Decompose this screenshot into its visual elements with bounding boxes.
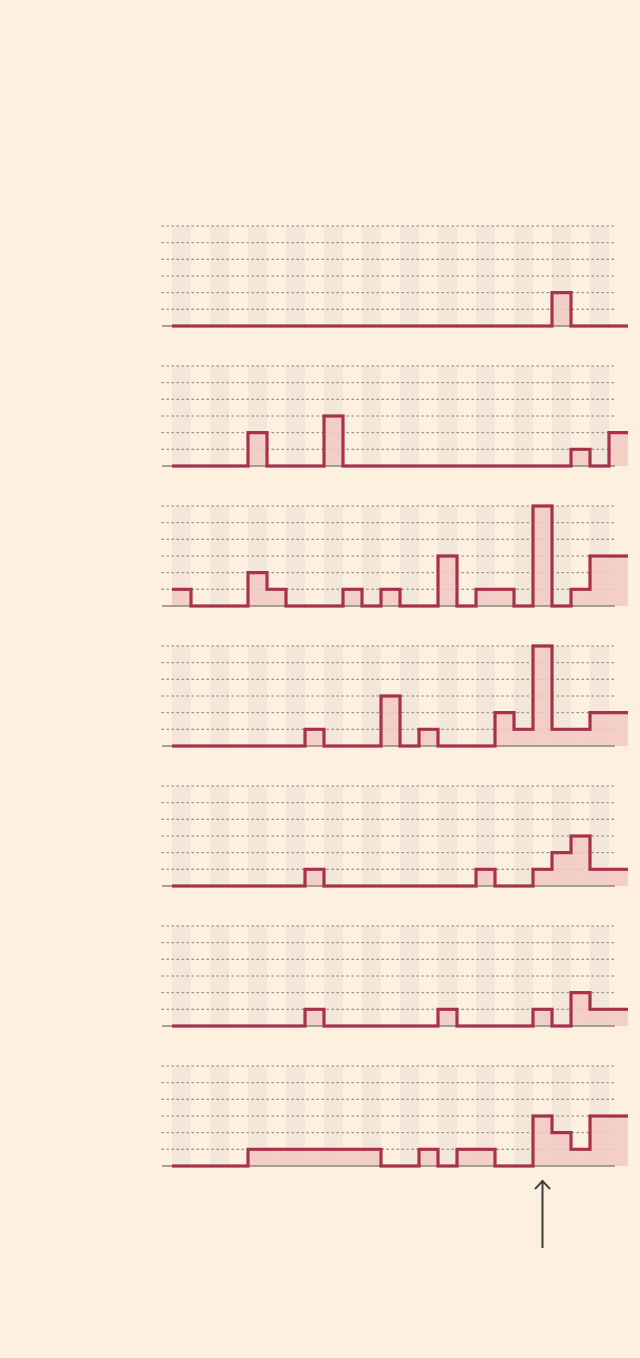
column-stripe	[476, 225, 495, 326]
column-stripe	[286, 365, 305, 466]
series-line	[172, 1114, 628, 1168]
series-line	[172, 291, 628, 328]
column-stripe	[210, 785, 229, 886]
column-stripe	[590, 785, 609, 886]
column-stripe	[476, 1065, 495, 1166]
arrow-up-icon	[534, 1179, 551, 1248]
series-line	[172, 414, 628, 468]
column-stripe	[400, 1065, 419, 1166]
column-stripe	[210, 645, 229, 746]
series-area	[172, 1115, 628, 1166]
series-line	[172, 834, 628, 888]
column-stripe	[400, 365, 419, 466]
series-line	[172, 644, 628, 748]
column-stripe	[286, 1065, 305, 1166]
column-stripe	[400, 925, 419, 1026]
chart-panel	[161, 1065, 628, 1168]
column-stripe	[400, 225, 419, 326]
column-stripe	[476, 785, 495, 886]
column-stripe	[210, 225, 229, 326]
column-stripe	[286, 785, 305, 886]
column-stripe	[210, 365, 229, 466]
column-stripe	[400, 785, 419, 886]
column-stripe	[286, 925, 305, 1026]
column-stripe	[476, 365, 495, 466]
series-area	[172, 505, 628, 606]
column-stripe	[400, 505, 419, 606]
column-stripe	[210, 925, 229, 1026]
series-area	[172, 835, 628, 886]
column-stripe	[590, 365, 609, 466]
series-line	[172, 991, 628, 1028]
chart-panel	[161, 785, 628, 888]
chart-panel	[161, 504, 628, 608]
column-stripe	[400, 645, 419, 746]
column-stripe	[210, 505, 229, 606]
series-area	[172, 415, 628, 466]
column-stripe	[590, 225, 609, 326]
column-stripe	[286, 645, 305, 746]
column-stripe	[286, 505, 305, 606]
series-line	[172, 504, 628, 608]
column-stripe	[286, 225, 305, 326]
column-stripe	[210, 1065, 229, 1166]
series-area	[172, 992, 628, 1026]
column-stripe	[590, 925, 609, 1026]
column-stripe	[476, 925, 495, 1026]
chart-panel	[161, 644, 628, 748]
column-stripe	[476, 645, 495, 746]
column-stripe	[476, 505, 495, 606]
chart-panel	[161, 225, 628, 328]
chart-panel	[161, 925, 628, 1028]
chart-panel	[161, 365, 628, 468]
